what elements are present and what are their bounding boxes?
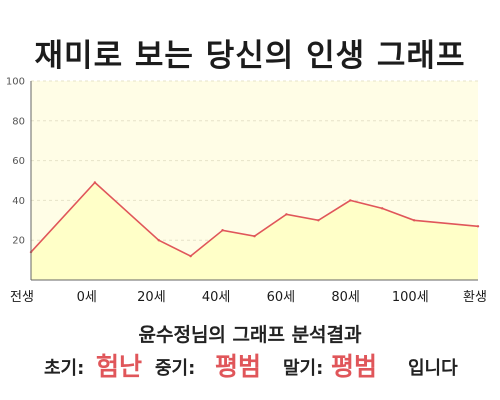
y-tick-label: 100 — [6, 77, 25, 88]
analysis-subtitle: 윤수정님의 그래프 분석결과 — [138, 324, 362, 346]
middle-label: 중기: — [155, 358, 196, 379]
data-point — [93, 181, 97, 184]
data-point — [189, 254, 192, 258]
x-tick-label: 80세 — [331, 290, 360, 305]
page-title: 재미로 보는 당신의 인생 그래프 — [34, 38, 466, 74]
data-point — [157, 239, 160, 242]
data-point — [317, 219, 320, 222]
data-point — [412, 219, 416, 222]
x-tick-label: 0세 — [77, 290, 97, 305]
data-point — [221, 229, 224, 232]
x-tick-label: 60세 — [267, 290, 296, 305]
analysis-result: 초기: 험난 중기: 평범 말기: 평범 입니다 — [0, 344, 500, 384]
result-suffix: 입니다 — [408, 358, 458, 379]
x-tick-label: 전생 — [10, 290, 34, 305]
middle-value: 평범 — [215, 352, 262, 381]
data-point — [253, 235, 256, 238]
late-value: 평범 — [331, 352, 378, 381]
data-point — [476, 225, 480, 228]
data-point — [349, 199, 352, 202]
x-tick-label: 20세 — [137, 290, 166, 305]
early-value: 험난 — [96, 352, 143, 381]
y-tick-label: 80 — [12, 116, 25, 127]
y-tick-label: 40 — [12, 196, 25, 207]
y-tick-label: 60 — [12, 156, 25, 167]
late-label: 말기: — [283, 358, 324, 379]
y-tick-label: 20 — [12, 236, 25, 247]
x-tick-label: 40세 — [202, 290, 231, 305]
early-label: 초기: — [44, 358, 85, 379]
area-fill — [31, 182, 478, 280]
x-tick-label: 환생 — [463, 290, 487, 305]
series-line — [30, 181, 479, 258]
data-point — [381, 207, 384, 210]
y-tick-labels: 100 80 60 40 20 — [6, 77, 25, 247]
x-tick-label: 100세 — [392, 290, 429, 305]
data-points — [29, 181, 480, 258]
data-point — [285, 213, 288, 216]
x-tick-labels: 전생 0세 20세 40세 60세 80세 100세 환생 — [10, 290, 487, 305]
